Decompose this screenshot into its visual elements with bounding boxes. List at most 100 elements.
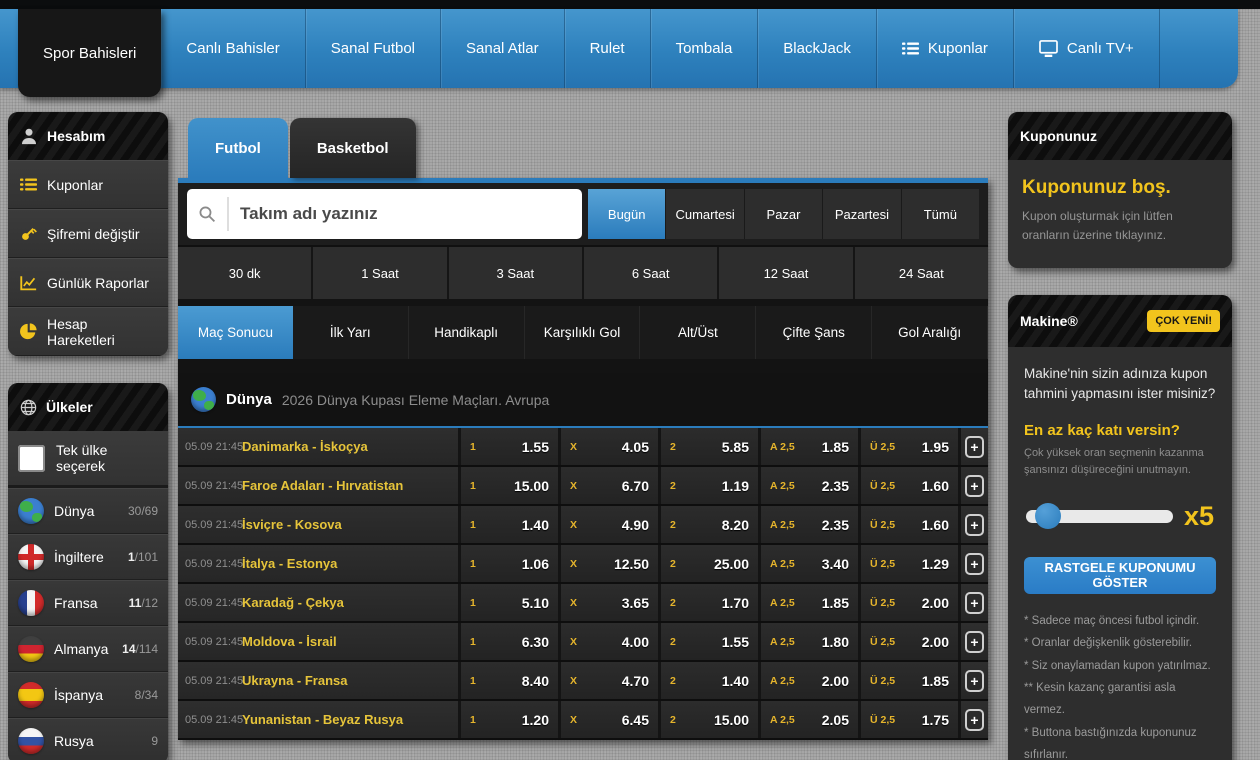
odds-cell[interactable]: X 6.45	[558, 701, 658, 738]
odds-cell[interactable]: 2 15.00	[658, 701, 758, 738]
odds-cell[interactable]: 1 8.40	[458, 662, 558, 699]
bet-tab-ilk-yari[interactable]: İlk Yarı	[293, 306, 409, 359]
add-to-coupon-button[interactable]: +	[965, 669, 984, 692]
odds-cell[interactable]: Ü 2,5 1.75	[858, 701, 958, 738]
nav-tab-sanal-atlar[interactable]: Sanal Atlar	[441, 9, 565, 88]
odds-cell[interactable]: X 3.65	[558, 584, 658, 621]
odds-cell[interactable]: A 2,5 1.85	[758, 584, 858, 621]
odds-cell[interactable]: 2 1.55	[658, 623, 758, 660]
odds-cell[interactable]: X 4.05	[558, 428, 658, 465]
odds-cell[interactable]: 1 1.55	[458, 428, 558, 465]
bet-tab-karsilikli-gol[interactable]: Karşılıklı Gol	[525, 306, 641, 359]
random-coupon-button[interactable]: RASTGELE KUPONUMU GÖSTER	[1024, 556, 1216, 594]
add-to-coupon-button[interactable]: +	[965, 630, 984, 653]
odds-cell[interactable]: X 12.50	[558, 545, 658, 582]
odds-cell[interactable]: A 2,5 2.05	[758, 701, 858, 738]
odds-cell[interactable]: A 2,5 2.00	[758, 662, 858, 699]
sidebar-item-sifremi-degistir[interactable]: Şifremi değiştir	[8, 209, 168, 258]
add-to-coupon-button[interactable]: +	[965, 708, 984, 731]
bet-tab-gol-araligi[interactable]: Gol Aralığı	[872, 306, 989, 359]
nav-tab-canli-bahisler[interactable]: Canlı Bahisler	[161, 9, 306, 88]
day-filter-cumartesi[interactable]: Cumartesi	[665, 189, 744, 239]
odds-cell[interactable]: 1 1.20	[458, 701, 558, 738]
sidebar-item-gunluk-raporlar[interactable]: Günlük Raporlar	[8, 258, 168, 307]
odds-cell[interactable]: A 2,5 3.40	[758, 545, 858, 582]
odds-cell[interactable]: 2 1.70	[658, 584, 758, 621]
odds-cell[interactable]: Ü 2,5 1.60	[858, 467, 958, 504]
bet-tab-cifte-sans[interactable]: Çifte Şans	[756, 306, 873, 359]
odds-cell[interactable]: 1 1.40	[458, 506, 558, 543]
time-filter-1-saat[interactable]: 1 Saat	[313, 247, 449, 299]
country-row-england[interactable]: İngiltere 1/101	[8, 534, 168, 580]
odds-cell[interactable]: X 4.90	[558, 506, 658, 543]
day-filter-tumu[interactable]: Tümü	[900, 189, 980, 239]
odds-cell[interactable]: X 4.70	[558, 662, 658, 699]
odds-cell[interactable]: Ü 2,5 1.95	[858, 428, 958, 465]
time-filter-12-saat[interactable]: 12 Saat	[719, 247, 855, 299]
odds-cell[interactable]: 2 8.20	[658, 506, 758, 543]
nav-tab-canli-tv[interactable]: Canlı TV+	[1014, 9, 1160, 88]
odds-cell[interactable]: X 6.70	[558, 467, 658, 504]
time-filter-24-saat[interactable]: 24 Saat	[854, 247, 988, 299]
country-row-russia[interactable]: Rusya 9	[8, 718, 168, 760]
add-to-coupon-button[interactable]: +	[965, 513, 984, 536]
sport-tab-futbol[interactable]: Futbol	[188, 118, 288, 178]
country-row-france[interactable]: Fransa 11/12	[8, 580, 168, 626]
country-row-world[interactable]: Dünya 30/69	[8, 488, 168, 534]
odds-cell[interactable]: Ü 2,5 1.29	[858, 545, 958, 582]
odds-cell[interactable]: Ü 2,5 2.00	[858, 584, 958, 621]
add-to-coupon-button[interactable]: +	[965, 474, 984, 497]
odds-cell[interactable]: A 2,5 2.35	[758, 467, 858, 504]
odds-cell[interactable]: X 4.00	[558, 623, 658, 660]
odds-cell[interactable]: 2 1.40	[658, 662, 758, 699]
sidebar-item-kuponlar[interactable]: Kuponlar	[8, 160, 168, 209]
time-filter-30-dk[interactable]: 30 dk	[178, 247, 314, 299]
odds-cell[interactable]: 2 25.00	[658, 545, 758, 582]
day-filter-pazartesi[interactable]: Pazartesi	[822, 189, 901, 239]
page-layout: Hesabım Kuponlar Şifremi değiştir Günlük R…	[0, 88, 1260, 760]
nav-tab-spor-bahisleri[interactable]: Spor Bahisleri	[18, 9, 162, 97]
odds-cell[interactable]: Ü 2,5 1.60	[858, 506, 958, 543]
machine-body: Makine'nin sizin adınıza kupon tahmini y…	[1008, 347, 1232, 760]
single-country-checkbox[interactable]	[18, 444, 45, 472]
bet-tab-handikapli[interactable]: Handikaplı	[409, 306, 525, 359]
nav-tab-kuponlar[interactable]: Kuponlar	[877, 9, 1014, 88]
bet-tab-alt-ust[interactable]: Alt/Üst	[640, 306, 757, 359]
odds-cell[interactable]: A 2,5 1.85	[758, 428, 858, 465]
odds-cell[interactable]: 1 6.30	[458, 623, 558, 660]
multiplier-slider-thumb[interactable]	[1035, 502, 1061, 529]
day-filter-pazar[interactable]: Pazar	[743, 189, 823, 239]
nav-tab-rulet[interactable]: Rulet	[565, 9, 651, 88]
odds-label: X	[570, 557, 578, 570]
odds-value: 1.55	[721, 633, 749, 650]
nav-tab-tombala[interactable]: Tombala	[651, 9, 759, 88]
odds-cell[interactable]: Ü 2,5 2.00	[858, 623, 958, 660]
bet-tab-mac-sonucu[interactable]: Maç Sonucu	[178, 306, 293, 359]
multiplier-slider-track[interactable]	[1026, 502, 1173, 529]
odds-cell[interactable]: 1 1.06	[458, 545, 558, 582]
account-panel-title: Hesabım	[47, 128, 106, 144]
add-to-coupon-button[interactable]: +	[965, 435, 984, 458]
time-filter-3-saat[interactable]: 3 Saat	[448, 247, 584, 299]
add-to-coupon-button[interactable]: +	[965, 591, 984, 614]
team-search-input[interactable]	[229, 204, 582, 224]
day-filters: Bugün Cumartesi Pazar Pazartesi Tümü	[588, 189, 980, 239]
odds-cell[interactable]: A 2,5 1.80	[758, 623, 858, 660]
add-to-coupon-button[interactable]: +	[965, 552, 984, 575]
sport-tab-basketbol[interactable]: Basketbol	[289, 118, 416, 178]
country-row-spain[interactable]: İspanya 8/34	[8, 672, 168, 718]
odds-cell[interactable]: Ü 2,5 1.85	[858, 662, 958, 699]
nav-tab-blackjack[interactable]: BlackJack	[758, 9, 877, 88]
day-filter-bugun[interactable]: Bugün	[588, 189, 666, 239]
odds-cell[interactable]: 1 15.00	[458, 467, 558, 504]
sidebar-item-hesap-hareketleri[interactable]: Hesap Hareketleri	[8, 307, 168, 356]
nav-tab-sanal-futbol[interactable]: Sanal Futbol	[306, 9, 442, 88]
odds-cell[interactable]: 1 5.10	[458, 584, 558, 621]
single-country-option[interactable]: Tek ülke seçerek	[8, 431, 168, 488]
odds-value: 2.35	[821, 516, 849, 533]
time-filter-6-saat[interactable]: 6 Saat	[583, 247, 720, 299]
country-row-germany[interactable]: Almanya 14/114	[8, 626, 168, 672]
odds-cell[interactable]: A 2,5 2.35	[758, 506, 858, 543]
odds-cell[interactable]: 2 1.19	[658, 467, 758, 504]
odds-cell[interactable]: 2 5.85	[658, 428, 758, 465]
